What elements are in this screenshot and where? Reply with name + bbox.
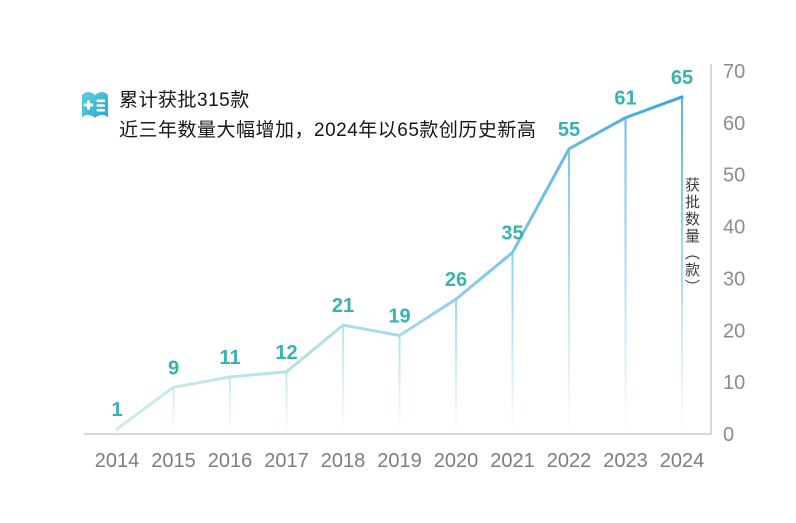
data-label: 65 [671, 67, 693, 89]
x-tick-label: 2020 [434, 450, 479, 472]
x-tick-label: 2017 [264, 450, 309, 472]
data-label: 12 [275, 342, 297, 364]
x-tick-label: 2015 [151, 450, 196, 472]
y-tick-label: 0 [723, 424, 734, 446]
x-tick-label: 2016 [208, 450, 253, 472]
y-tick-label: 70 [723, 61, 745, 83]
axis-lines [84, 64, 712, 435]
y-axis-title: 获批数量（款） [683, 177, 700, 296]
journal-plus-icon [80, 88, 110, 126]
x-tick-label: 2024 [660, 450, 705, 472]
x-tick-label: 2023 [603, 450, 648, 472]
x-tick-label: 2022 [547, 450, 592, 472]
chart-subtitle: 近三年数量大幅增加，2024年以65款创历史新高 [119, 120, 537, 141]
y-tick-label: 40 [723, 217, 745, 239]
data-label: 35 [501, 223, 523, 245]
x-tick-label: 2014 [95, 450, 140, 472]
x-tick-label: 2021 [490, 450, 535, 472]
y-tick-label: 10 [723, 372, 745, 394]
data-label: 55 [558, 119, 580, 141]
chart-title: 累计获批315款 [119, 90, 250, 111]
data-label: 9 [168, 357, 179, 379]
x-tick-label: 2019 [377, 450, 422, 472]
data-label: 1 [111, 399, 122, 421]
y-tick-label: 60 [723, 113, 745, 135]
data-label: 61 [614, 88, 636, 110]
y-tick-label: 30 [723, 268, 745, 290]
data-label: 21 [332, 295, 354, 317]
y-tick-label: 50 [723, 165, 745, 187]
data-label: 11 [219, 347, 240, 369]
header-text-block: 累计获批315款 近三年数量大幅增加，2024年以65款创历史新高 [119, 86, 536, 146]
data-label: 26 [445, 269, 467, 291]
series-line [115, 95, 684, 431]
x-tick-label: 2018 [321, 450, 366, 472]
y-tick-label: 20 [723, 320, 745, 342]
chart-header: 累计获批315款 近三年数量大幅增加，2024年以65款创历史新高 [80, 86, 536, 146]
data-label: 19 [388, 305, 410, 327]
